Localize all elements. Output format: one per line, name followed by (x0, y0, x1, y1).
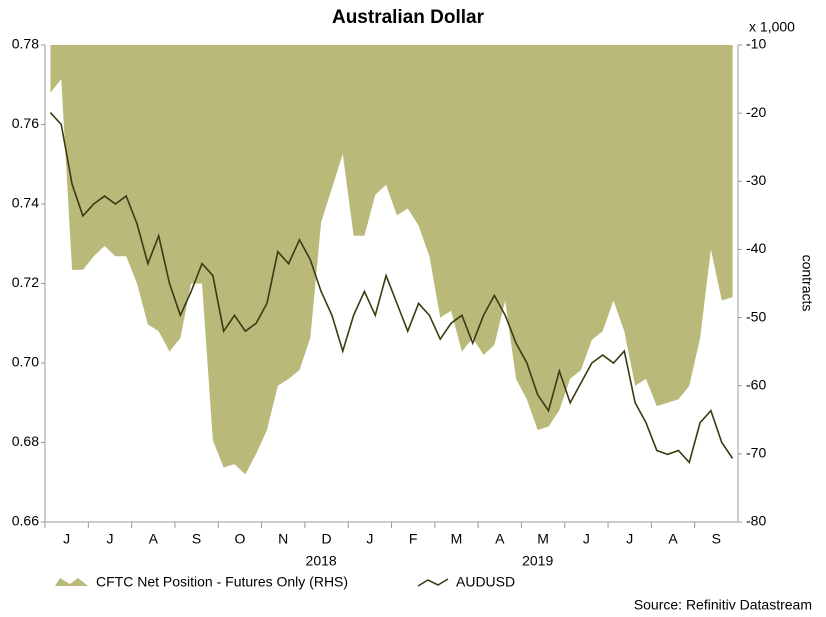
x-tick-label: O (234, 531, 245, 547)
y-tick-label: 0.76 (12, 115, 39, 131)
legend-label: CFTC Net Position - Futures Only (RHS) (96, 574, 348, 590)
legend-label: AUDUSD (456, 574, 515, 590)
y-tick-label: 0.66 (12, 513, 39, 529)
x-tick-label: F (409, 531, 418, 547)
y2-tick-label: -10 (746, 36, 766, 52)
y-tick-label: 0.70 (12, 354, 39, 370)
x-tick-label: J (106, 531, 113, 547)
legend-swatch-line (417, 578, 449, 587)
y2-tick-label: -70 (746, 445, 766, 461)
x-tick-label: J (626, 531, 633, 547)
x-tick-label: N (278, 531, 288, 547)
x-tick-label: J (63, 531, 70, 547)
y-tick-label: 0.68 (12, 433, 39, 449)
y-tick-label: 0.74 (12, 195, 39, 211)
y2-tick-label: -60 (746, 376, 766, 392)
y-tick-label: 0.78 (12, 36, 39, 52)
x-tick-label: S (712, 531, 721, 547)
y2-unit: x 1,000 (749, 19, 795, 35)
x-tick-label: A (668, 531, 678, 547)
y2-tick-label: -50 (746, 308, 766, 324)
x-tick-label: M (537, 531, 549, 547)
x-tick-label: A (149, 531, 159, 547)
year-label: 2018 (306, 553, 337, 569)
legend-swatch-area (55, 578, 88, 586)
x-tick-label: M (451, 531, 463, 547)
y-tick-label: 0.72 (12, 274, 39, 290)
x-tick-label: S (192, 531, 201, 547)
y2-tick-label: -80 (746, 513, 766, 529)
x-tick-label: D (321, 531, 331, 547)
source: Source: Refinitiv Datastream (634, 597, 812, 613)
y2-tick-label: -40 (746, 240, 766, 256)
line (49, 112, 734, 464)
area (50, 45, 733, 475)
x-tick-label: J (583, 531, 590, 547)
x-tick-label: J (366, 531, 373, 547)
y2-tick-label: -20 (746, 104, 766, 120)
chart-title: Australian Dollar (332, 7, 485, 28)
y2-axis-label: contracts (799, 255, 815, 312)
year-label: 2019 (522, 553, 553, 569)
y2-tick-label: -30 (746, 172, 766, 188)
x-tick-label: A (495, 531, 505, 547)
